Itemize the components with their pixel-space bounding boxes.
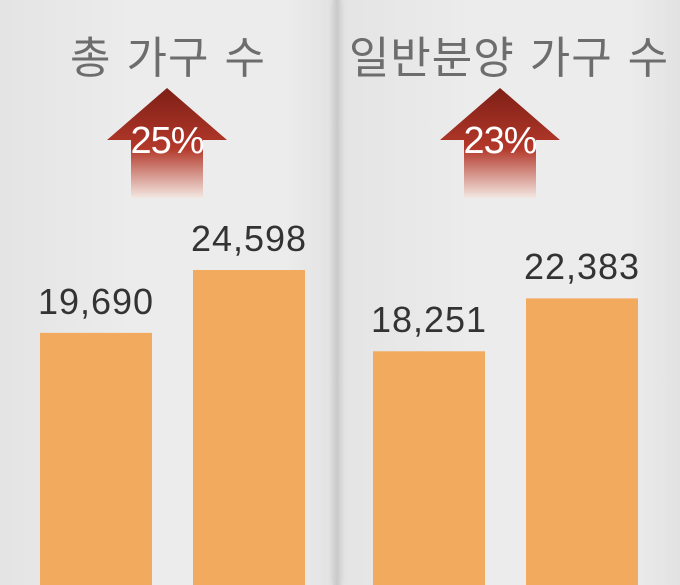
bar	[193, 270, 305, 585]
bar-value-label: 22,383	[523, 246, 641, 288]
bar-value-label: 19,690	[37, 280, 155, 322]
panel-divider	[333, 0, 341, 585]
right-change-label: 23%	[463, 120, 537, 162]
bar-value-label: 18,251	[370, 299, 488, 341]
up-arrow-icon	[440, 88, 560, 198]
up-arrow-icon	[107, 88, 227, 198]
bar	[526, 298, 638, 585]
right-chart-title: 일반분양 가구 수	[348, 33, 670, 84]
bar	[40, 332, 152, 585]
bar-value-label: 24,598	[190, 218, 308, 259]
left-change-label: 25%	[130, 120, 204, 162]
left-chart-title: 총 가구 수	[70, 33, 266, 84]
bar	[373, 351, 485, 585]
